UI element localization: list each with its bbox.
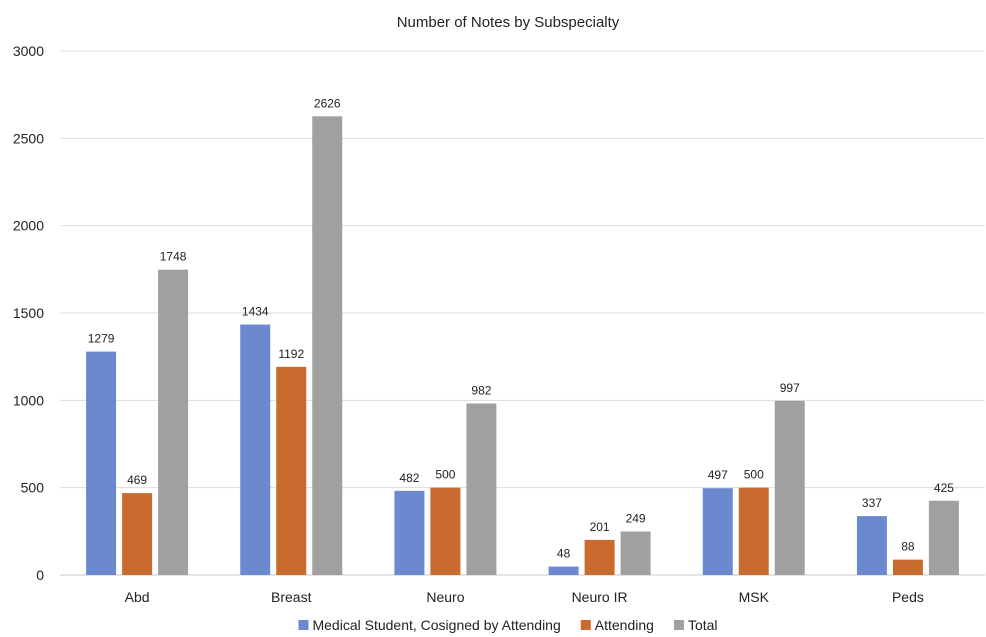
bars	[86, 116, 959, 576]
legend-swatch	[673, 620, 684, 630]
data-label: 500	[744, 468, 764, 482]
bar-medical-student-abd	[86, 351, 117, 575]
data-label: 482	[399, 471, 419, 485]
data-label: 425	[934, 481, 954, 495]
x-tick-label: Neuro	[426, 589, 464, 605]
data-label: 201	[590, 520, 610, 534]
bar-medical-student-peds	[856, 516, 887, 575]
x-tick-label: MSK	[739, 589, 770, 605]
bar-attending-neuro	[430, 487, 461, 575]
y-axis-tick-labels: 0 500 1000 1500 2000 2500 3000	[13, 43, 44, 583]
legend-item: Medical Student, Cosigned by Attending	[298, 617, 561, 633]
data-label: 88	[901, 540, 915, 554]
bar-total-peds	[928, 500, 959, 575]
legend-label: Attending	[595, 617, 654, 633]
bar-total-abd	[158, 269, 189, 575]
y-tick-label: 1000	[13, 392, 44, 408]
bar-total-breast	[312, 116, 343, 576]
x-tick-label: Peds	[892, 589, 924, 605]
data-label: 1279	[88, 332, 115, 346]
gridlines	[60, 50, 985, 576]
data-label: 337	[862, 496, 882, 510]
x-tick-label: Breast	[271, 589, 312, 605]
y-tick-label: 0	[36, 567, 44, 583]
bar-attending-msk	[738, 487, 769, 575]
data-label: 982	[471, 383, 491, 397]
data-labels: 1279 469 1748 1434 1192 2626 482 500 982 48 201 249…	[88, 96, 955, 560]
legend-item: Attending	[580, 617, 654, 633]
x-tick-label: Abd	[125, 589, 150, 605]
y-tick-label: 2000	[13, 218, 44, 234]
legend-item: Total	[673, 617, 718, 633]
y-tick-label: 3000	[13, 43, 44, 59]
data-label: 1192	[278, 347, 304, 361]
data-label: 48	[557, 547, 571, 561]
y-tick-label: 500	[21, 480, 45, 496]
chart-title: Number of Notes by Subspecialty	[397, 14, 620, 31]
y-tick-label: 2500	[13, 130, 44, 146]
data-label: 997	[780, 381, 800, 395]
bar-medical-student-msk	[702, 488, 733, 575]
data-label: 469	[127, 473, 147, 487]
bar-attending-abd	[122, 493, 153, 575]
data-label: 2626	[314, 96, 341, 110]
bar-total-neuro	[466, 403, 497, 575]
legend-label: Total	[688, 617, 718, 633]
bar-medical-student-neuro-ir	[548, 566, 579, 575]
data-label: 1434	[242, 305, 269, 319]
legend: Medical Student, Cosigned by Attending At…	[298, 617, 718, 633]
bar-medical-student-breast	[240, 324, 271, 575]
bar-attending-breast	[276, 366, 307, 575]
data-label: 500	[435, 468, 455, 482]
x-axis-tick-labels: Abd Breast Neuro Neuro IR MSK Peds	[125, 589, 924, 605]
data-label: 1748	[160, 250, 187, 264]
legend-swatch	[298, 620, 309, 630]
bar-medical-student-neuro	[394, 490, 425, 575]
x-tick-label: Neuro IR	[572, 589, 628, 605]
bar-attending-peds	[892, 559, 923, 575]
legend-swatch	[580, 620, 591, 630]
data-label: 249	[626, 512, 646, 526]
legend-label: Medical Student, Cosigned by Attending	[312, 617, 560, 633]
bar-attending-neuro-ir	[584, 539, 615, 575]
bar-total-neuro-ir	[620, 531, 651, 575]
bar-total-msk	[774, 400, 805, 575]
data-label: 497	[708, 468, 728, 482]
y-tick-label: 1500	[13, 305, 44, 321]
